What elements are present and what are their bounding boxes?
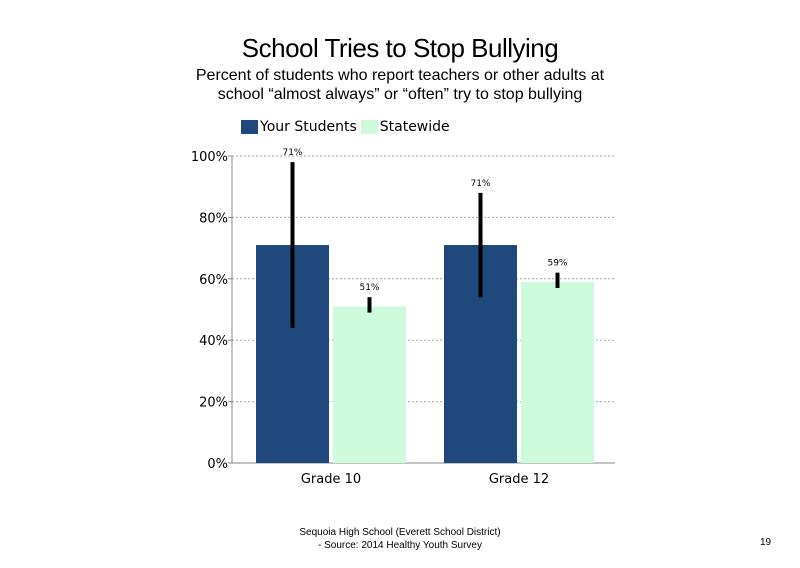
footer-school: Sequoia High School (Everett School Dist…	[299, 527, 501, 538]
chart-title: School Tries to Stop Bullying	[241, 33, 559, 63]
legend-swatch-your-students	[241, 120, 258, 134]
x-tick-label: Grade 12	[489, 472, 549, 487]
data-label-your-students: 71%	[470, 179, 490, 189]
data-label-statewide: 59%	[547, 259, 567, 269]
page-number: 19	[760, 537, 772, 548]
footer: Sequoia High School (Everett School Dist…	[200, 526, 600, 552]
data-label-your-students: 71%	[282, 148, 302, 158]
x-tick-label: Grade 10	[301, 472, 361, 487]
y-tick-label: 0%	[207, 457, 228, 472]
chart-subtitle: Percent of students who report teachers …	[195, 67, 605, 103]
data-label-statewide: 51%	[359, 283, 379, 293]
y-tick-label: 80%	[199, 211, 228, 226]
bar-statewide	[521, 281, 594, 463]
y-tick-label: 60%	[199, 273, 228, 288]
legend: Your Students Statewide	[241, 118, 454, 136]
footer-source: - Source: 2014 Healthy Youth Survey	[318, 540, 482, 551]
legend-item-your-students: Your Students	[241, 119, 357, 135]
bar-statewide	[333, 306, 406, 463]
y-tick-label: 40%	[199, 334, 228, 349]
y-tick-label: 100%	[191, 150, 228, 165]
legend-swatch-statewide	[360, 120, 378, 134]
legend-label-your-students: Your Students	[260, 119, 357, 135]
legend-label-statewide: Statewide	[379, 119, 450, 135]
legend-item-statewide: Statewide	[360, 119, 450, 135]
y-tick-label: 20%	[199, 396, 228, 411]
